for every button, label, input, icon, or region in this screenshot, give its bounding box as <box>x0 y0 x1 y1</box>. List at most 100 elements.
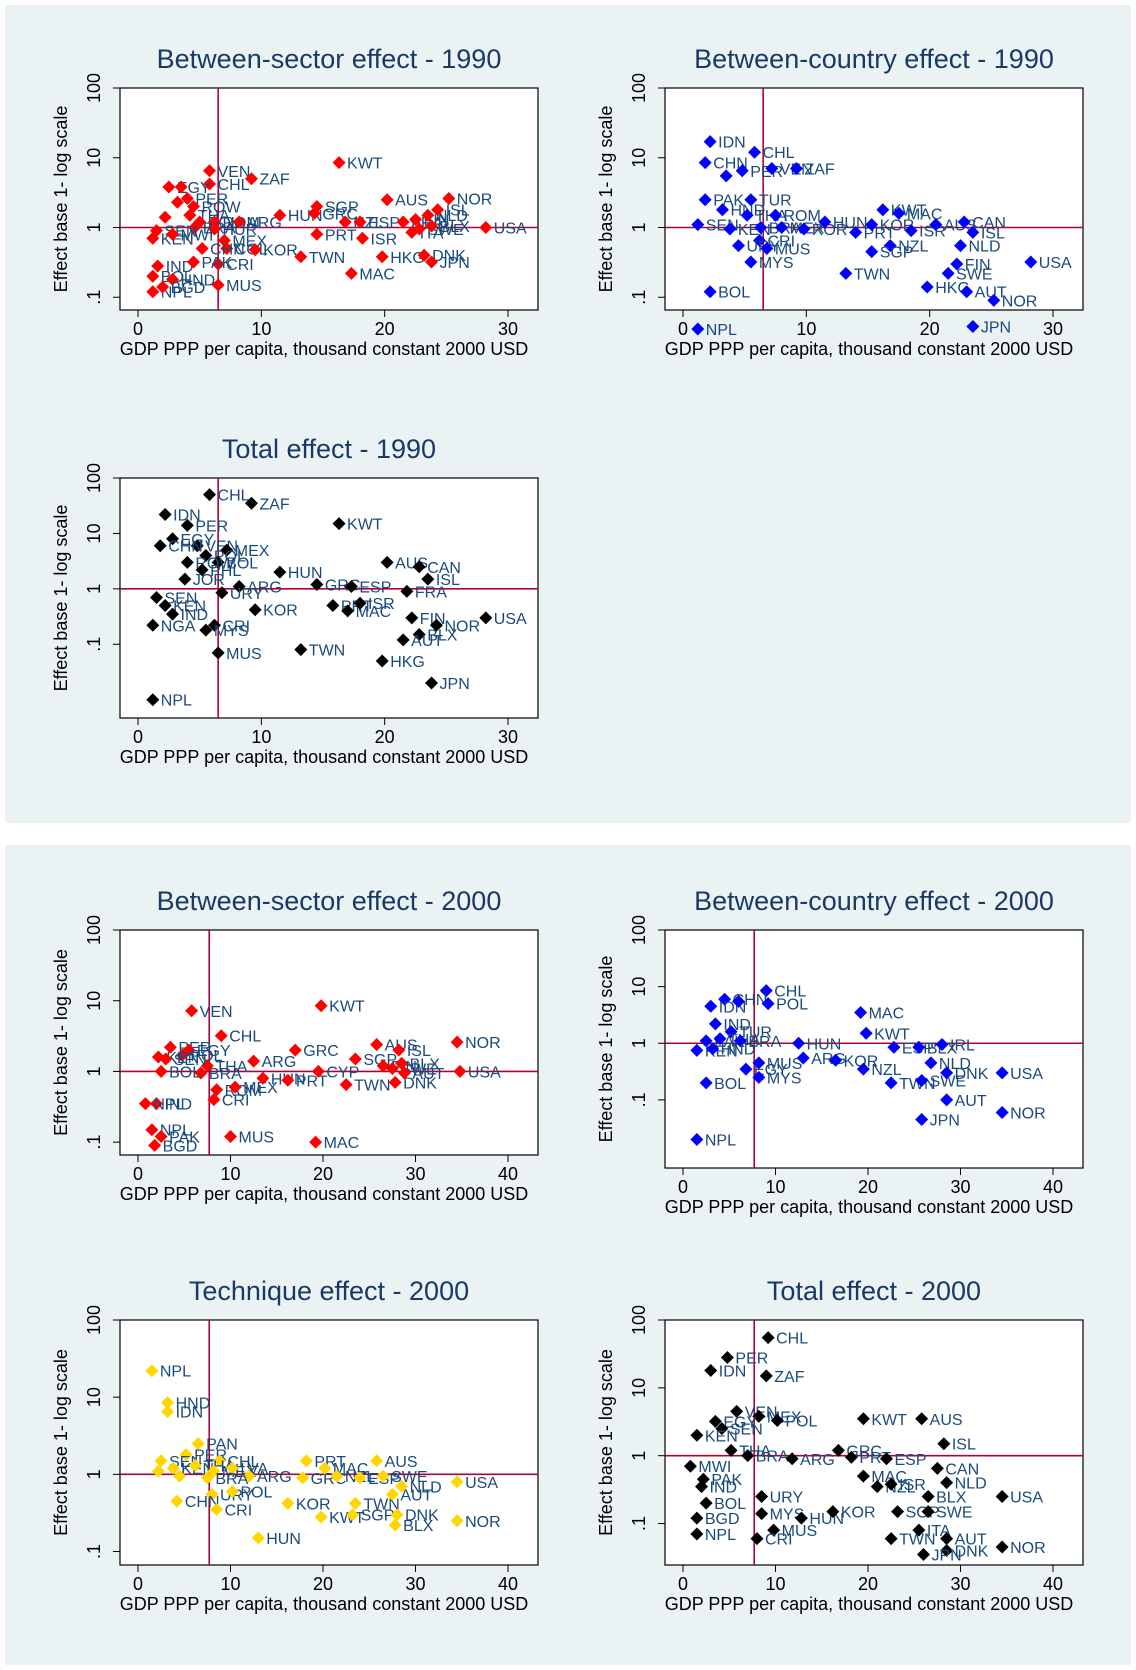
data-point <box>156 280 170 294</box>
data-point <box>479 220 493 234</box>
data-point <box>884 1477 898 1491</box>
data-point <box>839 266 853 280</box>
data-point <box>178 572 192 586</box>
data-point <box>831 1443 845 1457</box>
data-point <box>769 208 782 222</box>
x-tick-label: 10 <box>220 1164 240 1184</box>
point-label: ARG <box>247 580 282 597</box>
point-label: TWN <box>363 1496 399 1513</box>
data-point <box>380 555 394 569</box>
point-label: FIN <box>965 257 991 274</box>
y-axis-label: Effect base 1- log scale <box>51 106 71 293</box>
data-point <box>256 1071 270 1085</box>
x-tick-label: 0 <box>678 319 688 339</box>
data-point <box>887 1040 901 1054</box>
point-label: USA <box>1039 255 1072 272</box>
y-tick-label: 10 <box>84 1387 104 1407</box>
point-label: MAC <box>324 1135 360 1152</box>
y-tick-label: 1 <box>84 1469 104 1479</box>
point-label: VEN <box>218 164 251 181</box>
data-point <box>353 596 367 610</box>
point-label: AUT <box>975 285 1007 302</box>
point-label: POL <box>240 1484 272 1501</box>
data-point <box>341 604 355 618</box>
y-axis-label: Effect base 1- log scale <box>596 956 616 1143</box>
data-point <box>856 1412 870 1426</box>
point-label: PAK <box>711 1472 742 1489</box>
point-label: KOR <box>844 1053 879 1070</box>
chart-title: Between-sector effect - 1990 <box>157 44 502 74</box>
point-label: AUS <box>395 555 428 572</box>
point-label: SGP <box>880 245 914 262</box>
data-point <box>479 611 493 625</box>
data-point <box>166 227 180 241</box>
point-label: NPL <box>161 285 192 302</box>
point-label: MEX <box>243 1080 278 1097</box>
y-tick-label: 100 <box>84 1305 104 1335</box>
point-label: PRT <box>296 1073 328 1090</box>
data-point <box>966 320 980 334</box>
x-tick-label: 10 <box>251 319 271 339</box>
data-point <box>741 1449 755 1463</box>
point-label: SWE <box>930 1073 966 1090</box>
data-point <box>708 1414 722 1428</box>
data-point <box>752 234 766 248</box>
data-point <box>397 1066 411 1080</box>
y-tick-label: .1 <box>84 1135 104 1150</box>
data-point <box>296 1471 310 1485</box>
x-axis-label: GDP PPP per capita, thousand constant 20… <box>120 339 529 359</box>
data-point <box>865 245 879 259</box>
data-point <box>396 215 410 229</box>
plot-area <box>119 1319 539 1566</box>
data-point <box>770 1414 784 1428</box>
point-label: IDN <box>173 507 201 524</box>
data-point <box>706 1042 720 1056</box>
data-point <box>818 215 832 229</box>
data-point <box>792 1036 806 1050</box>
data-point <box>174 180 188 194</box>
point-label: ISR <box>899 1477 926 1494</box>
point-label: PER <box>195 192 228 209</box>
point-label: KEN <box>173 599 206 616</box>
data-point <box>921 1490 935 1504</box>
data-point <box>920 280 934 294</box>
point-label: EGY <box>177 180 211 197</box>
data-point <box>698 156 712 170</box>
data-point <box>180 192 194 206</box>
data-point <box>344 266 358 280</box>
y-tick-label: 1 <box>84 222 104 232</box>
point-label: IDN <box>176 1405 204 1422</box>
data-point <box>995 1490 1009 1504</box>
data-point <box>376 1059 390 1073</box>
point-label: JOR <box>193 572 225 589</box>
data-point <box>248 603 262 617</box>
data-point <box>173 1469 187 1483</box>
data-point <box>146 269 160 283</box>
data-point <box>759 1369 773 1383</box>
data-point <box>425 676 439 690</box>
y-tick-label: 100 <box>84 915 104 945</box>
y-tick-label: .1 <box>629 1516 649 1531</box>
point-label: PAK <box>169 1130 200 1147</box>
data-point <box>829 1053 843 1067</box>
data-point <box>940 1476 954 1490</box>
data-point <box>954 239 967 253</box>
point-label: SGP <box>361 1508 395 1525</box>
data-point <box>281 1496 295 1510</box>
data-point <box>698 193 712 207</box>
point-label: TWN <box>309 643 345 660</box>
data-point <box>203 177 217 191</box>
point-label: HKG <box>390 654 425 671</box>
point-label: POL <box>785 1414 817 1431</box>
data-point <box>695 1480 708 1494</box>
data-point <box>412 628 426 642</box>
x-axis-label: GDP PPP per capita, thousand constant 20… <box>665 339 1074 359</box>
x-tick-label: 40 <box>1043 1177 1063 1197</box>
point-label: KEN <box>738 222 771 239</box>
data-point <box>870 1480 884 1494</box>
data-point <box>761 1331 775 1345</box>
plot-area <box>119 477 539 719</box>
data-point <box>785 1452 799 1466</box>
point-label: PER <box>735 1351 768 1368</box>
data-point <box>941 266 955 280</box>
